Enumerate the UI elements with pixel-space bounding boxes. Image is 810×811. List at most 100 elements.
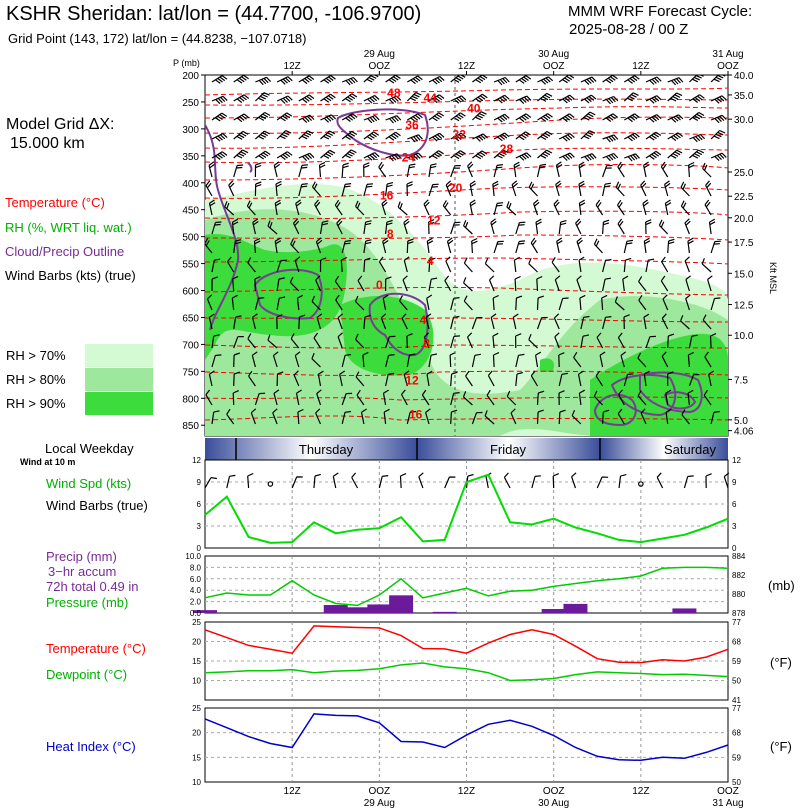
wind-barb	[402, 275, 408, 292]
wind-barb	[493, 94, 510, 104]
wind-barb	[428, 163, 437, 178]
pressure-tick-label: 400	[182, 179, 199, 190]
wind-barb	[515, 295, 523, 311]
wind-barb	[558, 390, 565, 406]
wind-barb	[382, 389, 389, 406]
height-tick-label: 35.0	[734, 91, 754, 102]
wind-barb	[553, 313, 560, 330]
wind-barb	[385, 131, 401, 141]
wind-barb	[403, 256, 410, 273]
wind-barb	[355, 200, 365, 216]
wind-barb	[571, 472, 577, 489]
windspeed-grid	[205, 460, 728, 548]
wind-barb	[578, 256, 585, 273]
wind-barb	[667, 149, 683, 159]
wind-barb	[211, 133, 228, 142]
wind-barb	[319, 257, 327, 273]
wind-barb	[233, 239, 242, 254]
wind-barb	[428, 219, 435, 235]
wind-barb	[593, 238, 604, 254]
wind-barb	[486, 389, 495, 406]
wind-barb	[575, 218, 582, 235]
wind-barb	[577, 370, 584, 387]
heat-grid	[205, 708, 728, 782]
windspeed-panel: 0 3 6 9 12 0 3 6 9 12	[192, 456, 741, 553]
wind-barb	[450, 95, 467, 104]
wind-barb	[665, 389, 672, 406]
wind-barb	[311, 352, 321, 368]
wind-barb	[493, 240, 504, 254]
wind-barb	[601, 294, 608, 311]
wind-barb	[637, 390, 647, 406]
legend-wind: Wind Barbs (kts) (true)	[5, 268, 136, 283]
pressure-tick-label: 300	[182, 125, 199, 136]
wind-barb	[623, 257, 632, 273]
wind-barb	[710, 297, 721, 311]
right-tick-label: 59	[732, 753, 741, 762]
wind-barb	[378, 161, 387, 178]
wind-barb	[357, 275, 365, 292]
wind-barb	[680, 200, 690, 216]
wind-barb	[643, 313, 650, 330]
wind-barb	[710, 95, 727, 104]
left-tick-label: 25	[192, 618, 201, 627]
wind-barb	[295, 389, 302, 406]
wind-barb	[211, 75, 228, 84]
wind-barb	[515, 240, 526, 254]
wind-barb	[341, 354, 352, 368]
wind-barb	[681, 409, 690, 425]
wind-barb	[490, 313, 497, 330]
wind-barb	[689, 111, 705, 122]
left-tick-label: 6	[197, 500, 202, 509]
wind-barb	[493, 76, 510, 86]
wind-barb	[450, 409, 458, 425]
wind-barb	[341, 240, 352, 254]
top-time-label: 12Z	[458, 61, 475, 72]
wind-barb	[298, 94, 315, 104]
wind-barb	[339, 370, 346, 387]
wind-barb	[558, 94, 575, 104]
height-tick-label: 22.5	[734, 192, 754, 203]
temp-label: Temperature (°C)	[46, 641, 146, 656]
height-axis: 40.0 35.0 30.0 25.0 22.5 20.0 17.5 15.0 12.5 10.0…	[728, 71, 754, 438]
wind-barb	[515, 333, 522, 349]
wind-barb	[515, 371, 523, 387]
wind-barb	[511, 180, 518, 197]
wind-barb	[289, 276, 300, 292]
wind-barb	[558, 75, 575, 84]
temperature-label: 8	[423, 336, 430, 350]
heat-axis: 10 15 20 25 50 59 68 77	[192, 704, 741, 787]
wind-barb	[488, 275, 495, 292]
wind-barb	[428, 75, 445, 85]
calm-wind-circle	[267, 481, 274, 487]
wind-barb	[255, 130, 270, 140]
wind-barb	[580, 334, 590, 349]
wind-barb	[253, 237, 261, 254]
wind-barb	[403, 218, 410, 235]
wind-barb	[465, 370, 473, 387]
wind-barb	[536, 295, 544, 311]
precip-bar	[432, 611, 457, 613]
wind-barb	[645, 76, 662, 85]
weekday-friday-label: Friday	[490, 442, 527, 457]
wind-barb	[318, 161, 326, 178]
wind-barb	[267, 334, 278, 349]
wind-barb	[205, 389, 213, 406]
wind-barb	[595, 370, 604, 387]
wind-barb	[233, 352, 240, 368]
wind-barb	[660, 161, 669, 178]
p-axis-title: P (mb)	[173, 58, 200, 68]
wind-barb	[290, 333, 300, 349]
wind-barb	[211, 151, 228, 160]
wind-barb	[617, 199, 625, 216]
weekday-saturday-label: Saturday	[664, 442, 717, 457]
wind-barb	[208, 161, 215, 178]
wind-barb	[428, 183, 439, 197]
wind-barb	[407, 75, 423, 85]
pressure-tick-label: 650	[182, 313, 199, 324]
height-tick-label: 15.0	[734, 269, 754, 280]
wind-barb	[254, 276, 261, 292]
wind-barb	[363, 75, 379, 83]
wind-barb	[492, 352, 500, 368]
